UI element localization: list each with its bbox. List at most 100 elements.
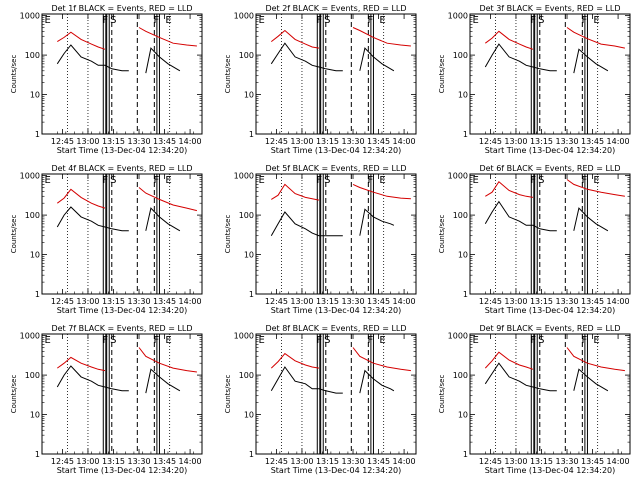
lld-series-line: [485, 30, 534, 50]
lld-series-line: [138, 187, 198, 212]
x-tick-label: 13:30: [127, 297, 150, 306]
y-axis-label: Counts/sec: [224, 375, 232, 414]
lld-series-line: [352, 347, 411, 372]
marker-letter: F: [153, 15, 159, 26]
x-axis-label: Start Time (13-Dec-04 12:34:20): [57, 146, 188, 155]
marker-letter: E: [473, 15, 479, 26]
y-tick-label: 10: [244, 251, 254, 260]
y-axis-label: Counts/sec: [438, 375, 446, 414]
x-tick-label: 13:00: [504, 137, 527, 146]
lld-series-line: [57, 356, 106, 372]
lld-series-line: [352, 27, 411, 47]
x-tick-label: 14:00: [607, 297, 630, 306]
x-tick-label: 12:45: [51, 457, 74, 466]
x-tick-label: 13:30: [127, 457, 150, 466]
panel-title: Det 7f BLACK = Events, RED = LLD: [51, 324, 192, 333]
detector-panel-7: Det 7f BLACK = Events, RED = LLD 1 10 100 10…: [10, 324, 203, 475]
x-tick-label: 13:15: [530, 457, 553, 466]
x-axis-label: Start Time (13-Dec-04 12:34:20): [57, 306, 188, 315]
x-tick-label: 14:00: [393, 457, 416, 466]
y-tick-label: 100: [25, 371, 40, 380]
marker-letter: S: [110, 175, 116, 186]
y-tick-label: 1: [249, 450, 254, 459]
marker-letter: S: [538, 335, 544, 346]
y-tick-label: 100: [239, 211, 254, 220]
x-tick-label: 13:45: [581, 457, 604, 466]
y-tick-label: 100: [25, 51, 40, 60]
marker-letter: F: [102, 15, 108, 26]
x-tick-label: 12:45: [479, 457, 502, 466]
y-tick-label: 1000: [20, 172, 40, 181]
plot-frame: [255, 13, 417, 135]
marker-letter: F: [367, 335, 373, 346]
events-series-line: [56, 365, 129, 392]
panel-title: Det 4f BLACK = Events, RED = LLD: [51, 164, 192, 173]
events-series-line: [484, 200, 557, 232]
y-tick-label: 100: [453, 51, 468, 60]
y-tick-label: 1: [249, 130, 254, 139]
events-series-line: [484, 362, 557, 392]
x-tick-label: 13:15: [102, 457, 125, 466]
y-tick-label: 100: [239, 371, 254, 380]
plot-frame: [469, 173, 631, 295]
y-tick-label: 1: [35, 290, 40, 299]
panel-title: Det 9f BLACK = Events, RED = LLD: [479, 324, 620, 333]
marker-letter: E: [259, 15, 265, 26]
x-tick-label: 13:45: [367, 137, 390, 146]
lld-series-line: [57, 31, 106, 50]
x-tick-label: 13:45: [367, 297, 390, 306]
x-tick-label: 13:45: [153, 457, 176, 466]
lld-series-line: [57, 188, 106, 209]
panel-title: Det 5f BLACK = Events, RED = LLD: [265, 164, 406, 173]
x-tick-label: 13:30: [341, 137, 364, 146]
y-tick-label: 10: [30, 91, 40, 100]
lld-series-line: [138, 27, 197, 47]
x-tick-label: 13:30: [127, 137, 150, 146]
marker-letter: E: [379, 175, 385, 186]
y-tick-label: 1: [35, 130, 40, 139]
y-tick-label: 1000: [234, 332, 254, 341]
marker-letter: E: [259, 175, 265, 186]
y-tick-label: 1: [35, 450, 40, 459]
marker-letter: F: [316, 335, 322, 346]
marker-letter: E: [165, 335, 171, 346]
y-axis-label: Counts/sec: [438, 215, 446, 254]
marker-letter: F: [316, 15, 322, 26]
events-series-line: [484, 43, 557, 72]
x-tick-label: 12:45: [265, 297, 288, 306]
y-tick-label: 10: [30, 251, 40, 260]
x-tick-label: 13:15: [530, 137, 553, 146]
x-tick-label: 14:00: [179, 457, 202, 466]
x-axis-label: Start Time (13-Dec-04 12:34:20): [485, 466, 616, 475]
detector-panel-1: Det 1f BLACK = Events, RED = LLD 1 10 100 10…: [10, 4, 203, 155]
y-tick-label: 10: [244, 411, 254, 420]
events-series-line: [573, 368, 609, 392]
plot-frame: [469, 13, 631, 135]
y-axis-label: Counts/sec: [224, 215, 232, 254]
y-tick-label: 1000: [448, 172, 468, 181]
marker-letter: F: [581, 175, 587, 186]
y-tick-label: 1000: [448, 12, 468, 21]
marker-letter: E: [45, 15, 51, 26]
marker-letter: E: [259, 335, 265, 346]
plot-frame: [255, 333, 417, 455]
marker-letter: F: [316, 175, 322, 186]
x-tick-label: 12:45: [479, 297, 502, 306]
marker-letter: E: [593, 175, 599, 186]
x-tick-label: 13:45: [581, 297, 604, 306]
x-axis-label: Start Time (13-Dec-04 12:34:20): [485, 306, 616, 315]
x-axis-label: Start Time (13-Dec-04 12:34:20): [271, 466, 402, 475]
panel-title: Det 2f BLACK = Events, RED = LLD: [265, 4, 406, 13]
marker-letter: S: [110, 335, 116, 346]
marker-letter: E: [473, 335, 479, 346]
x-tick-label: 13:00: [504, 457, 527, 466]
y-tick-label: 1: [249, 290, 254, 299]
x-tick-label: 14:00: [393, 137, 416, 146]
x-tick-label: 13:15: [102, 137, 125, 146]
x-tick-label: 13:30: [555, 297, 578, 306]
detector-panel-4: Det 4f BLACK = Events, RED = LLD 1 10 100 10…: [10, 164, 203, 315]
events-series-line: [270, 211, 343, 237]
marker-letter: S: [324, 15, 330, 26]
x-tick-label: 14:00: [607, 137, 630, 146]
